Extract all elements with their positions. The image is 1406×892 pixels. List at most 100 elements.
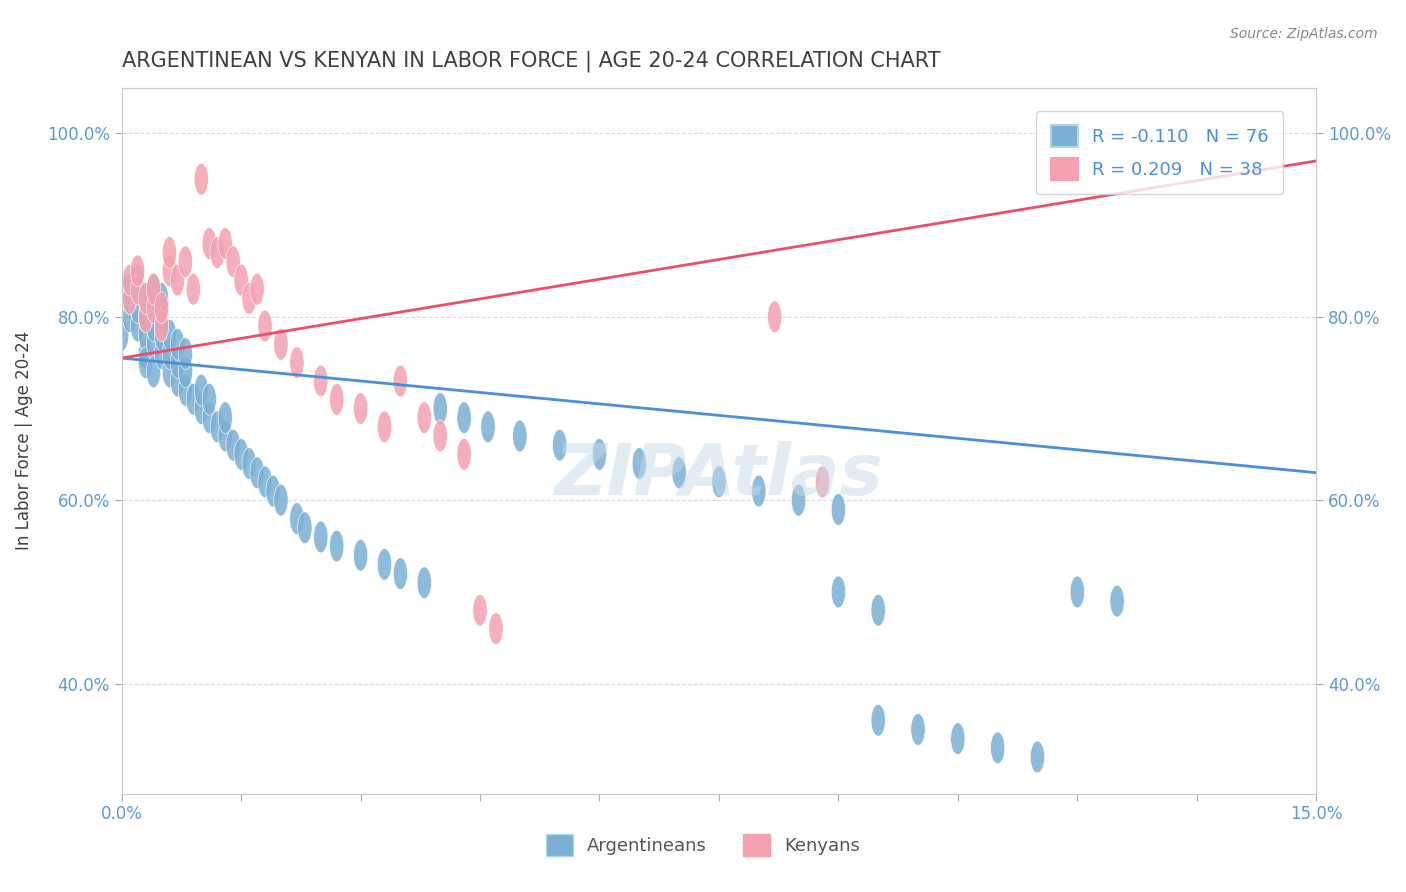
Ellipse shape (138, 319, 153, 351)
Ellipse shape (170, 328, 184, 360)
Ellipse shape (131, 292, 145, 324)
Ellipse shape (122, 264, 136, 296)
Ellipse shape (155, 310, 169, 342)
Ellipse shape (131, 255, 145, 287)
Ellipse shape (138, 301, 153, 333)
Ellipse shape (1031, 741, 1045, 772)
Ellipse shape (209, 236, 225, 268)
Ellipse shape (155, 283, 169, 314)
Ellipse shape (146, 273, 160, 305)
Legend: R = -0.110   N = 76, R = 0.209   N = 38: R = -0.110 N = 76, R = 0.209 N = 38 (1036, 111, 1284, 194)
Ellipse shape (131, 273, 145, 305)
Ellipse shape (394, 365, 408, 397)
Ellipse shape (162, 356, 177, 388)
Ellipse shape (170, 365, 184, 397)
Ellipse shape (433, 392, 447, 425)
Ellipse shape (179, 337, 193, 369)
Ellipse shape (233, 264, 249, 296)
Ellipse shape (553, 429, 567, 461)
Ellipse shape (226, 429, 240, 461)
Ellipse shape (186, 273, 201, 305)
Ellipse shape (170, 347, 184, 378)
Ellipse shape (155, 301, 169, 333)
Ellipse shape (226, 246, 240, 277)
Ellipse shape (162, 236, 177, 268)
Ellipse shape (138, 337, 153, 369)
Ellipse shape (218, 420, 232, 452)
Ellipse shape (433, 420, 447, 452)
Legend: Argentineans, Kenyans: Argentineans, Kenyans (537, 825, 869, 865)
Ellipse shape (489, 613, 503, 645)
Ellipse shape (138, 347, 153, 378)
Ellipse shape (186, 384, 201, 415)
Ellipse shape (950, 723, 965, 755)
Ellipse shape (138, 301, 153, 333)
Ellipse shape (146, 356, 160, 388)
Text: Source: ZipAtlas.com: Source: ZipAtlas.com (1230, 27, 1378, 41)
Ellipse shape (353, 392, 368, 425)
Ellipse shape (202, 227, 217, 260)
Ellipse shape (831, 493, 845, 525)
Ellipse shape (672, 457, 686, 489)
Ellipse shape (1070, 576, 1084, 607)
Ellipse shape (162, 337, 177, 369)
Ellipse shape (592, 439, 606, 470)
Ellipse shape (314, 521, 328, 553)
Ellipse shape (155, 337, 169, 369)
Ellipse shape (209, 411, 225, 442)
Ellipse shape (202, 384, 217, 415)
Ellipse shape (472, 594, 488, 626)
Ellipse shape (122, 283, 136, 314)
Ellipse shape (314, 365, 328, 397)
Ellipse shape (1109, 585, 1125, 617)
Ellipse shape (146, 328, 160, 360)
Ellipse shape (257, 310, 273, 342)
Ellipse shape (194, 375, 208, 406)
Ellipse shape (162, 319, 177, 351)
Ellipse shape (250, 273, 264, 305)
Ellipse shape (290, 347, 304, 378)
Ellipse shape (329, 530, 344, 562)
Ellipse shape (298, 512, 312, 543)
Ellipse shape (179, 356, 193, 388)
Ellipse shape (353, 540, 368, 571)
Ellipse shape (122, 283, 136, 314)
Ellipse shape (138, 283, 153, 314)
Ellipse shape (233, 439, 249, 470)
Ellipse shape (138, 283, 153, 314)
Ellipse shape (155, 319, 169, 351)
Ellipse shape (146, 310, 160, 342)
Ellipse shape (633, 448, 647, 479)
Ellipse shape (290, 503, 304, 534)
Ellipse shape (179, 246, 193, 277)
Ellipse shape (266, 475, 280, 507)
Ellipse shape (242, 448, 256, 479)
Ellipse shape (194, 392, 208, 425)
Ellipse shape (194, 163, 208, 195)
Ellipse shape (146, 292, 160, 324)
Ellipse shape (815, 466, 830, 498)
Ellipse shape (170, 264, 184, 296)
Ellipse shape (218, 401, 232, 434)
Ellipse shape (122, 301, 136, 333)
Ellipse shape (202, 401, 217, 434)
Ellipse shape (831, 576, 845, 607)
Ellipse shape (481, 411, 495, 442)
Ellipse shape (250, 457, 264, 489)
Ellipse shape (377, 549, 392, 581)
Ellipse shape (377, 411, 392, 442)
Ellipse shape (792, 484, 806, 516)
Text: ZIPAtlas: ZIPAtlas (555, 442, 883, 510)
Ellipse shape (418, 566, 432, 599)
Ellipse shape (242, 283, 256, 314)
Ellipse shape (950, 874, 965, 892)
Ellipse shape (457, 439, 471, 470)
Ellipse shape (131, 264, 145, 296)
Ellipse shape (394, 558, 408, 590)
Ellipse shape (155, 292, 169, 324)
Ellipse shape (872, 705, 886, 736)
Ellipse shape (257, 466, 273, 498)
Ellipse shape (513, 420, 527, 452)
Ellipse shape (990, 732, 1005, 764)
Ellipse shape (911, 714, 925, 746)
